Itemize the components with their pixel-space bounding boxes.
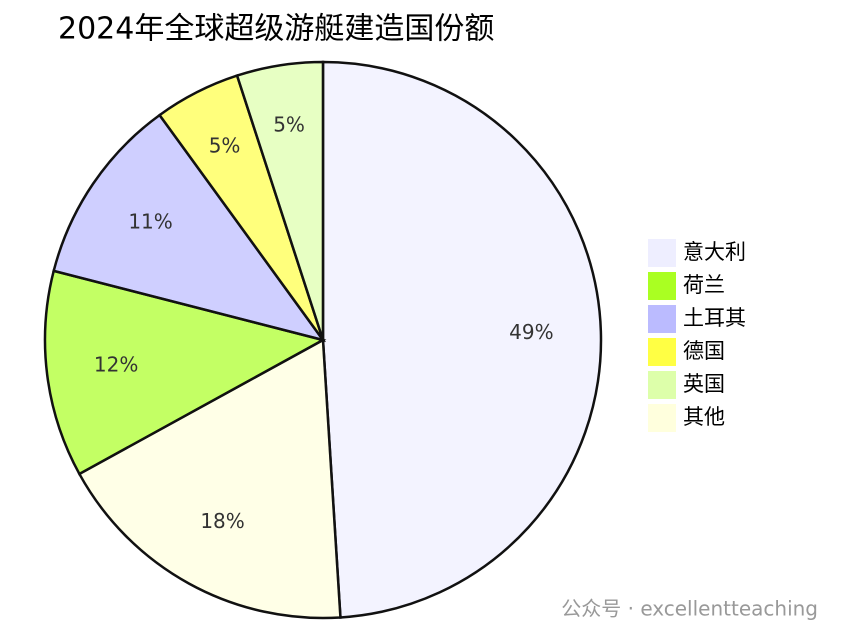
legend-swatch: [648, 272, 676, 300]
slice-label: 11%: [128, 209, 172, 233]
legend-swatch: [648, 239, 676, 267]
legend-swatch: [648, 338, 676, 366]
legend-label: 荷兰: [683, 273, 725, 297]
slice-label: 5%: [209, 133, 241, 157]
slice-label: 12%: [94, 353, 138, 377]
pie-slice: [52, 113, 327, 343]
legend-label: 意大利: [683, 240, 746, 264]
slice-label: 18%: [200, 509, 244, 533]
legend-label: 英国: [683, 372, 725, 396]
chart-title: 2024年全球超级游艇建造国份额: [58, 12, 494, 47]
legend-label: 土耳其: [683, 306, 746, 330]
legend-swatch: [648, 305, 676, 333]
legend-label: 德国: [683, 339, 725, 363]
pie-slice: [235, 60, 325, 341]
pie-slice: [77, 337, 342, 620]
legend-swatch: [648, 404, 676, 432]
pie-slice: [321, 60, 603, 619]
pie-slice: [43, 269, 327, 476]
legend-swatch: [648, 371, 676, 399]
watermark: 公众号 · excellentteaching: [561, 597, 818, 621]
legend-label: 其他: [683, 405, 725, 429]
slice-label: 49%: [509, 320, 553, 344]
slice-label: 5%: [273, 112, 305, 136]
